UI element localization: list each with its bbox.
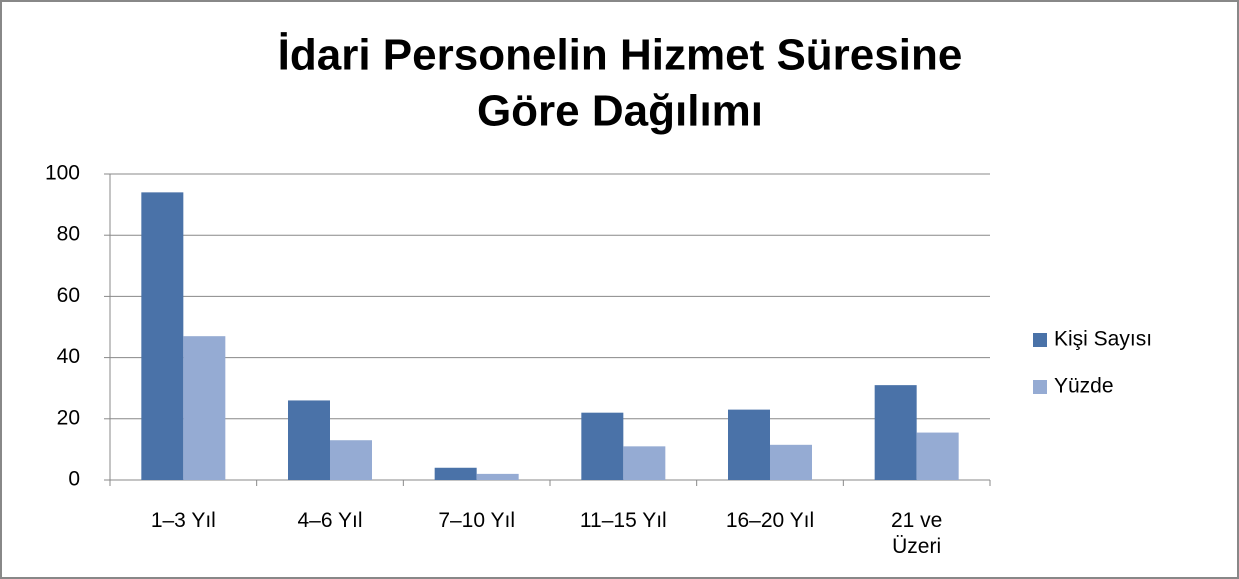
bar [728, 409, 770, 480]
bar [874, 385, 917, 480]
bar [288, 400, 330, 480]
bar [916, 432, 959, 480]
bar [141, 192, 184, 481]
y-tick-label: 0 [68, 468, 80, 491]
legend-label: Yüzde [1054, 375, 1114, 398]
x-tick-label: 1–3 Yıl [150, 509, 216, 532]
x-tick-label: 16–20 Yıl [725, 509, 815, 532]
y-tick-label: 40 [57, 345, 80, 368]
bar [623, 446, 666, 480]
legend-swatch [1033, 380, 1047, 394]
bar [330, 440, 372, 480]
chart-title: Göre Dağılımı [477, 87, 763, 136]
bar [183, 336, 226, 480]
bar [434, 467, 477, 480]
bar [476, 473, 519, 480]
y-tick-label: 100 [45, 162, 80, 185]
x-tick-label: 11–15 Yıl [579, 509, 667, 532]
x-tick-label: 21 ve Üzeri [890, 509, 943, 558]
bar [581, 412, 624, 480]
chart-title: İdari Personelin Hizmet Süresine [278, 31, 963, 80]
legend-swatch [1033, 333, 1047, 347]
legend-label: Kişi Sayısı [1054, 328, 1152, 351]
y-tick-label: 80 [57, 223, 80, 246]
bar [770, 444, 812, 480]
x-tick-label: 7–10 Yıl [438, 509, 515, 532]
x-tick-label: 4–6 Yıl [297, 509, 363, 532]
y-tick-label: 60 [57, 284, 80, 307]
y-tick-label: 20 [57, 406, 80, 429]
